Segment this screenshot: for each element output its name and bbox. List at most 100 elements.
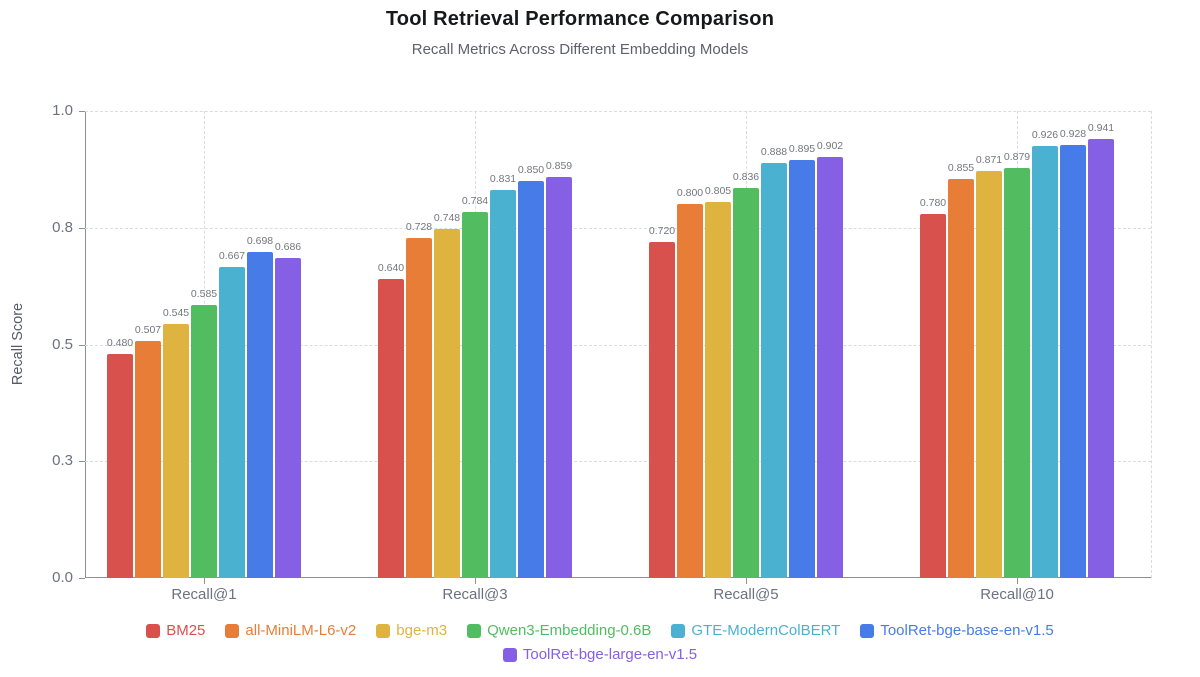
bar-all-MiniLM-L6-v2-Recall@1 (135, 341, 161, 578)
bar-value-label: 0.926 (1031, 128, 1059, 141)
legend-label: all-MiniLM-L6-v2 (245, 622, 357, 639)
bar-value-label: 0.800 (676, 187, 704, 200)
gridline-horizontal (85, 227, 1151, 229)
legend-label: BM25 (166, 622, 206, 639)
x-tick-label: Recall@1 (171, 586, 237, 603)
bar-value-label: 0.850 (517, 164, 545, 177)
chart-subtitle: Recall Metrics Across Different Embeddin… (411, 41, 749, 58)
bar-bge-m3-Recall@5 (705, 202, 731, 578)
legend: BM25 all-MiniLM-L6-v2 bge-m3 Qwen3-Embeddin… (60, 622, 1140, 663)
bar-ToolRet-bge-large-en-v1.5-Recall@10 (1088, 138, 1114, 578)
legend-swatch-icon (467, 623, 482, 638)
bar-GTE-ModernColBERT-Recall@3 (490, 189, 516, 578)
bar-value-label: 0.831 (489, 172, 517, 185)
bar-ToolRet-bge-base-en-v1.5-Recall@10 (1060, 144, 1086, 578)
bar-value-label: 0.895 (788, 143, 816, 156)
legend-label: GTE-ModernColBERT (691, 622, 841, 639)
bar-value-label: 0.720 (648, 224, 676, 237)
bar-Qwen3-Embedding-0.6B-Recall@10 (1004, 167, 1030, 578)
legend-swatch-icon (860, 623, 875, 638)
bar-value-label: 0.855 (947, 161, 975, 174)
x-tick-label: Recall@3 (442, 586, 508, 603)
y-tick-mark (79, 111, 85, 112)
bar-Qwen3-Embedding-0.6B-Recall@5 (733, 187, 759, 578)
bar-bge-m3-Recall@1 (163, 323, 189, 578)
x-tick-mark (1017, 578, 1018, 584)
y-tick-mark (79, 344, 85, 346)
y-tick-label: 1.0 (52, 102, 73, 119)
y-axis-title: Recall Score (10, 302, 26, 386)
x-tick-mark (475, 578, 476, 584)
legend-item-Qwen3-Embedding-0.6B[interactable]: Qwen3-Embedding-0.6B (467, 622, 651, 639)
bar-ToolRet-bge-large-en-v1.5-Recall@5 (817, 156, 843, 578)
legend-item-ToolRet-bge-large-en-v1.5[interactable]: ToolRet-bge-large-en-v1.5 (502, 646, 698, 663)
legend-label: bge-m3 (396, 622, 448, 639)
bar-Qwen3-Embedding-0.6B-Recall@3 (462, 211, 488, 578)
legend-item-GTE-ModernColBERT[interactable]: GTE-ModernColBERT (671, 622, 840, 639)
legend-label: Qwen3-Embedding-0.6B (487, 622, 652, 639)
legend-label: ToolRet-bge-large-en-v1.5 (522, 646, 698, 663)
bar-ToolRet-bge-base-en-v1.5-Recall@3 (518, 181, 544, 578)
bar-all-MiniLM-L6-v2-Recall@5 (677, 204, 703, 578)
bar-ToolRet-bge-large-en-v1.5-Recall@1 (275, 257, 301, 578)
bar-value-label: 0.879 (1003, 150, 1031, 163)
gridline-horizontal (85, 461, 1151, 463)
bar-GTE-ModernColBERT-Recall@1 (219, 266, 245, 578)
bar-Qwen3-Embedding-0.6B-Recall@1 (191, 304, 217, 578)
plot-area: 0.0 0.3 0.5 0.8 1.0 Recall@1 Recall@3 Recall@5 R… (52, 103, 1152, 603)
legend-item-BM25[interactable]: BM25 (146, 622, 205, 639)
bar-value-label: 0.667 (218, 249, 246, 262)
bar-value-label: 0.784 (461, 194, 489, 207)
bar-value-label: 0.698 (246, 235, 274, 248)
bar-value-label: 0.928 (1059, 127, 1087, 140)
chart-title: Tool Retrieval Performance Comparison (385, 8, 775, 30)
bar-value-label: 0.748 (433, 211, 461, 224)
bar-value-label: 0.480 (106, 336, 134, 349)
bar-BM25-Recall@5 (649, 241, 675, 578)
bar-value-label: 0.836 (732, 170, 760, 183)
x-tick-label: Recall@10 (980, 586, 1054, 603)
y-tick-mark (79, 578, 85, 579)
legend-swatch-icon (502, 647, 517, 662)
legend-swatch-icon (225, 623, 240, 638)
gridline-horizontal (85, 344, 1151, 346)
y-tick-mark (79, 227, 85, 229)
legend-swatch-icon (671, 623, 686, 638)
y-tick-mark (79, 461, 85, 463)
bar-BM25-Recall@10 (920, 213, 946, 578)
legend-item-bge-m3[interactable]: bge-m3 (376, 622, 447, 639)
bar-BM25-Recall@1 (107, 353, 133, 578)
bar-value-label: 0.805 (704, 185, 732, 198)
y-tick-label: 0.8 (52, 218, 73, 236)
x-axis-line (85, 577, 1151, 578)
bar-all-MiniLM-L6-v2-Recall@10 (948, 178, 974, 578)
bar-value-label: 0.507 (134, 324, 162, 337)
bar-GTE-ModernColBERT-Recall@10 (1032, 145, 1058, 578)
bar-value-label: 0.585 (190, 287, 218, 300)
bar-bge-m3-Recall@10 (976, 171, 1002, 578)
bar-ToolRet-bge-base-en-v1.5-Recall@5 (789, 160, 815, 578)
legend-item-all-MiniLM-L6-v2[interactable]: all-MiniLM-L6-v2 (225, 622, 356, 639)
bar-value-label: 0.780 (919, 196, 947, 209)
gridline-vertical (1151, 111, 1152, 578)
bar-all-MiniLM-L6-v2-Recall@3 (406, 238, 432, 578)
bar-bge-m3-Recall@3 (434, 228, 460, 578)
gridline-horizontal (85, 111, 1151, 112)
bar-value-label: 0.640 (377, 262, 405, 275)
bar-value-label: 0.545 (162, 306, 190, 319)
bar-GTE-ModernColBERT-Recall@5 (761, 163, 787, 578)
legend-swatch-icon (146, 623, 161, 638)
bar-value-label: 0.728 (405, 221, 433, 234)
bar-value-label: 0.871 (975, 154, 1003, 167)
bar-BM25-Recall@3 (378, 279, 404, 578)
bar-ToolRet-bge-large-en-v1.5-Recall@3 (546, 176, 572, 578)
bar-ToolRet-bge-base-en-v1.5-Recall@1 (247, 252, 273, 578)
x-tick-mark (746, 578, 747, 584)
legend-item-ToolRet-bge-base-en-v1.5[interactable]: ToolRet-bge-base-en-v1.5 (860, 622, 1054, 639)
legend-label: ToolRet-bge-base-en-v1.5 (880, 622, 1054, 639)
x-tick-mark (204, 578, 205, 584)
legend-swatch-icon (376, 623, 391, 638)
bar-value-label: 0.686 (274, 240, 302, 253)
bar-value-label: 0.941 (1087, 121, 1115, 134)
